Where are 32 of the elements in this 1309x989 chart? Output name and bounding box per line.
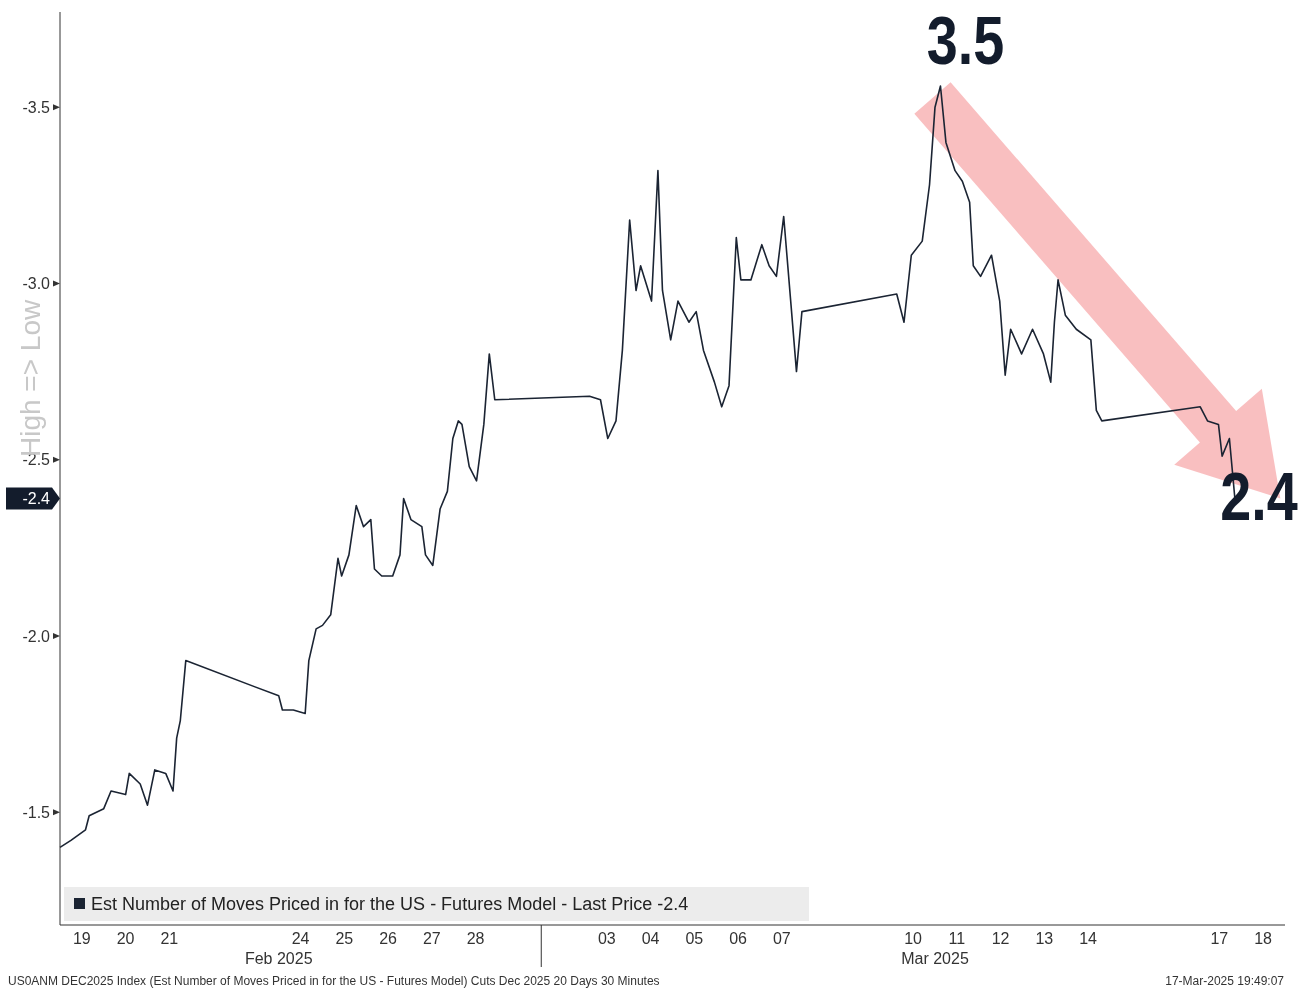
x-tick-label: 27	[422, 930, 441, 947]
x-tick-label: 11	[948, 930, 966, 947]
text: US0ANM DEC2025 Index (Est Number of Moves Priced in for the US - Futures Model) Cuts Dec 2025 20 Days 30 Minutes	[8, 974, 660, 988]
annotation: 2.4	[1220, 459, 1299, 535]
x-tick-label: 12	[991, 930, 1010, 947]
legend-label: Est Number of Moves Priced in for the US - Futures Model - Last Price -2.4	[91, 894, 689, 915]
y-tick-label: -1.5	[22, 803, 51, 821]
x-tick-label: 25	[335, 930, 354, 947]
x-tick-label: 10	[904, 930, 923, 947]
text: Feb 2025	[244, 950, 313, 967]
text: -2.4	[22, 490, 51, 508]
x-tick-label: 21	[160, 930, 179, 947]
x-tick-label: 06	[729, 930, 748, 947]
x-tick-label: 14	[1079, 930, 1098, 947]
x-tick-label: 17	[1210, 930, 1229, 947]
x-tick-label: 07	[772, 930, 791, 947]
x-tick-label: 18	[1254, 930, 1273, 947]
x-tick-label: 03	[597, 930, 616, 947]
x-tick-label: 05	[685, 930, 704, 947]
text: 17-Mar-2025 19:49:07	[1165, 974, 1285, 988]
x-tick-label: 20	[116, 930, 135, 947]
x-tick-label: 28	[466, 930, 485, 947]
annotation: 3.5	[926, 2, 1005, 79]
y-tick-label: -3.0	[22, 275, 51, 293]
x-tick-label: 04	[641, 930, 660, 947]
y-tick-label: -2.0	[22, 627, 51, 645]
y-tick-label: -3.5	[22, 98, 51, 116]
x-tick-label: 13	[1035, 930, 1054, 947]
text: Mar 2025	[901, 950, 969, 967]
x-tick-label: 19	[72, 930, 91, 947]
x-tick-label: 24	[291, 930, 310, 947]
x-tick-label: 26	[379, 930, 398, 947]
